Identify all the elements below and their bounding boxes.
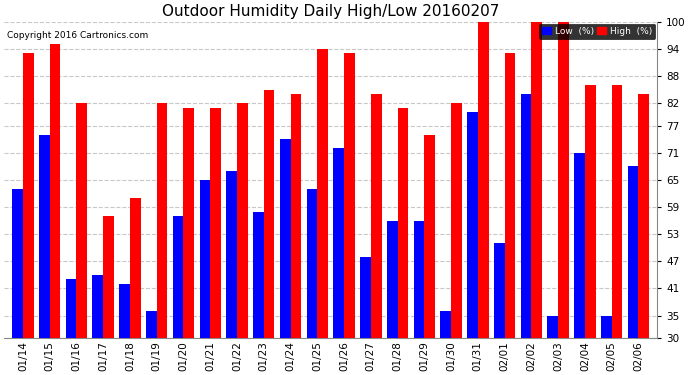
Bar: [119, 284, 130, 338]
Bar: [210, 108, 221, 338]
Bar: [360, 257, 371, 338]
Bar: [12, 189, 23, 338]
Bar: [413, 220, 424, 338]
Bar: [333, 148, 344, 338]
Bar: [494, 243, 504, 338]
Bar: [39, 135, 50, 338]
Bar: [130, 198, 141, 338]
Bar: [172, 216, 184, 338]
Bar: [306, 189, 317, 338]
Bar: [521, 94, 531, 338]
Bar: [344, 53, 355, 338]
Bar: [290, 94, 302, 338]
Bar: [157, 103, 168, 338]
Bar: [440, 311, 451, 338]
Bar: [92, 275, 104, 338]
Bar: [558, 22, 569, 338]
Bar: [478, 22, 489, 338]
Bar: [611, 85, 622, 338]
Bar: [574, 153, 585, 338]
Bar: [280, 139, 290, 338]
Bar: [451, 103, 462, 338]
Text: Copyright 2016 Cartronics.com: Copyright 2016 Cartronics.com: [8, 31, 148, 40]
Bar: [237, 103, 248, 338]
Title: Outdoor Humidity Daily High/Low 20160207: Outdoor Humidity Daily High/Low 20160207: [162, 4, 500, 19]
Bar: [547, 316, 558, 338]
Bar: [199, 180, 210, 338]
Bar: [104, 216, 114, 338]
Bar: [66, 279, 77, 338]
Bar: [264, 90, 275, 338]
Bar: [467, 112, 478, 338]
Bar: [371, 94, 382, 338]
Bar: [628, 166, 638, 338]
Bar: [77, 103, 87, 338]
Bar: [317, 49, 328, 338]
Bar: [424, 135, 435, 338]
Bar: [397, 108, 408, 338]
Bar: [226, 171, 237, 338]
Bar: [504, 53, 515, 338]
Bar: [601, 316, 611, 338]
Legend: Low  (%), High  (%): Low (%), High (%): [539, 24, 656, 39]
Bar: [184, 108, 194, 338]
Bar: [23, 53, 34, 338]
Bar: [387, 220, 397, 338]
Bar: [585, 85, 595, 338]
Bar: [531, 22, 542, 338]
Bar: [253, 211, 264, 338]
Bar: [50, 44, 60, 338]
Bar: [638, 94, 649, 338]
Bar: [146, 311, 157, 338]
